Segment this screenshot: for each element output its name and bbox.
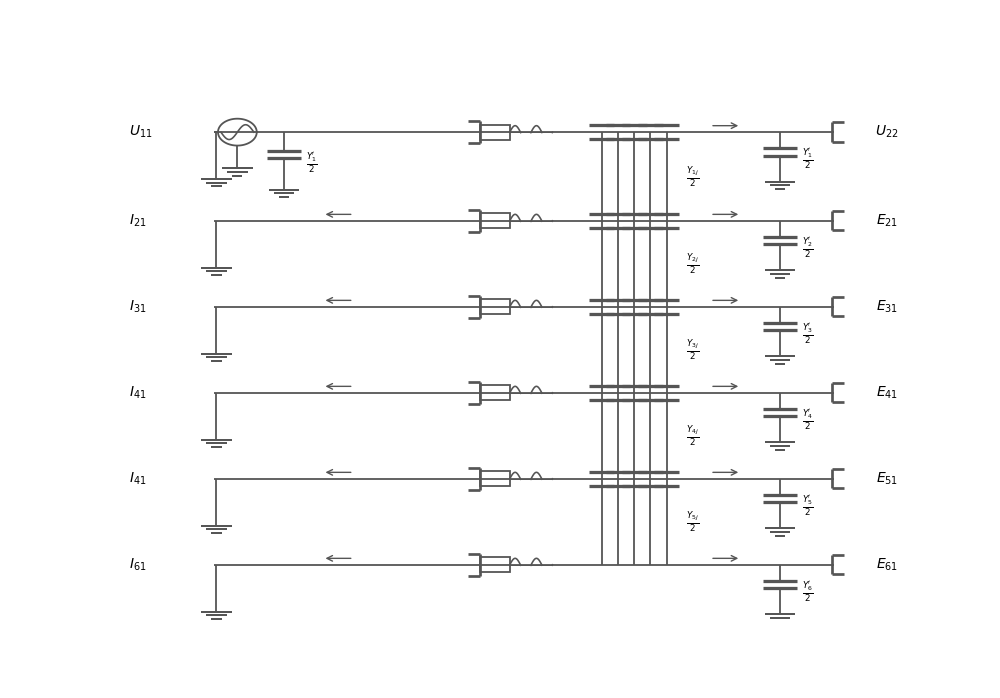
Bar [480,471,510,487]
Bar [480,557,510,572]
Text: $\frac{Y_6'}{2}$: $\frac{Y_6'}{2}$ [802,579,813,604]
Text: $U_{22}$: $U_{22}$ [875,124,898,140]
Text: $E_{51}$: $E_{51}$ [876,470,898,487]
Text: $\frac{Y_1'}{2}$: $\frac{Y_1'}{2}$ [802,147,813,171]
Text: $I_{41}$: $I_{41}$ [129,385,146,401]
Text: $\frac{Y_{3j}}{2}$: $\frac{Y_{3j}}{2}$ [686,337,699,362]
Text: $\frac{Y_5'}{2}$: $\frac{Y_5'}{2}$ [802,493,813,518]
Text: $E_{41}$: $E_{41}$ [876,385,898,401]
Text: $\frac{Y_2'}{2}$: $\frac{Y_2'}{2}$ [802,236,813,260]
Text: $\frac{Y_{4j}}{2}$: $\frac{Y_{4j}}{2}$ [686,424,699,448]
Text: $E_{21}$: $E_{21}$ [876,213,898,229]
Text: $U_{11}$: $U_{11}$ [129,124,152,140]
Bar [480,125,510,140]
Text: $I_{61}$: $I_{61}$ [129,556,146,573]
Text: $E_{61}$: $E_{61}$ [876,556,898,573]
Text: $\frac{Y_4'}{2}$: $\frac{Y_4'}{2}$ [802,408,813,431]
Bar [480,214,510,228]
Text: $I_{21}$: $I_{21}$ [129,213,146,229]
Text: $I_{41}$: $I_{41}$ [129,470,146,487]
Text: $\frac{Y_{1j}}{2}$: $\frac{Y_{1j}}{2}$ [686,164,699,189]
Text: $\frac{Y_3'}{2}$: $\frac{Y_3'}{2}$ [802,322,813,346]
Text: $E_{31}$: $E_{31}$ [876,299,898,315]
Text: $\frac{Y_1'}{2}$: $\frac{Y_1'}{2}$ [306,151,317,175]
Bar [480,385,510,401]
Bar [480,299,510,314]
Text: $\frac{Y_{5j}}{2}$: $\frac{Y_{5j}}{2}$ [686,510,699,534]
Text: $I_{31}$: $I_{31}$ [129,299,146,315]
Text: $\frac{Y_{2j}}{2}$: $\frac{Y_{2j}}{2}$ [686,251,699,276]
